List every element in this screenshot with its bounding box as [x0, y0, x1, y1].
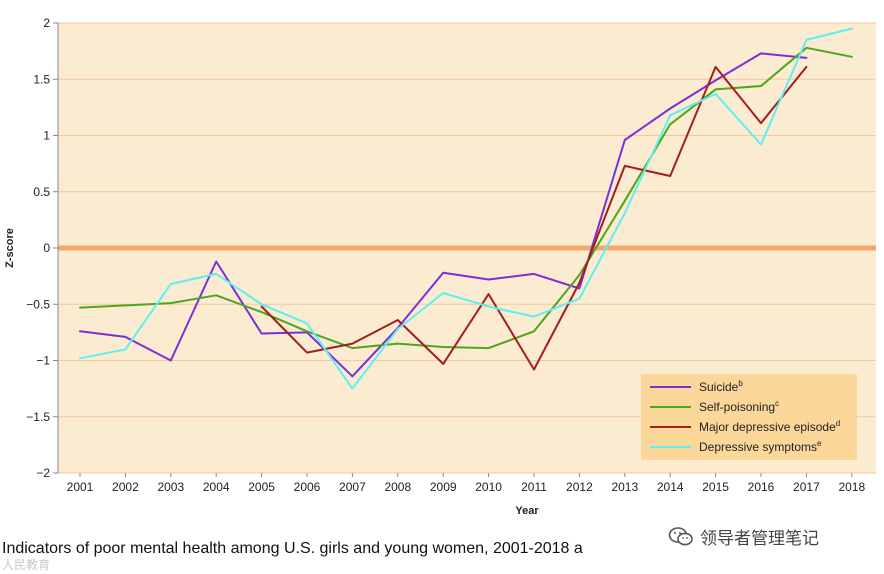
x-tick-label: 2007: [339, 480, 366, 494]
x-tick-label: 2002: [112, 480, 139, 494]
series-line-depressive-symptoms: [79, 27, 853, 390]
legend-label-suicide: Suicideb: [699, 379, 743, 394]
x-axis-title: Year: [515, 505, 539, 517]
watermark-right: 领导者管理笔记: [668, 524, 819, 549]
x-tick-label: 2015: [702, 480, 729, 494]
y-tick-label: −0.5: [26, 297, 50, 311]
x-tick-label: 2004: [203, 480, 230, 494]
y-tick-label: 0.5: [33, 185, 50, 199]
series-line-self-poisoning: [79, 46, 853, 350]
y-tick-label: 0: [43, 241, 50, 255]
watermark-left: 人民教育: [2, 558, 51, 572]
x-tick-label: 2014: [657, 480, 684, 494]
x-tick-label: 2009: [430, 480, 457, 494]
x-tick-label: 2006: [294, 480, 321, 494]
y-tick-label: 2: [43, 16, 50, 30]
legend: Suicideb Self-poisoningc Major depressive …: [641, 374, 857, 460]
y-tick-labels: 2 1.5 1 0.5 0 −0.5 −1 −1.5 −2: [26, 16, 50, 480]
legend-label-self-poisoning: Self-poisoningc: [699, 399, 779, 414]
x-tick-label: 2001: [67, 480, 94, 494]
series-lines: [79, 27, 853, 390]
x-tick-label: 2012: [566, 480, 593, 494]
legend-superscript: e: [817, 439, 822, 448]
legend-label-depressive-symptoms: Depressive symptomse: [699, 439, 822, 454]
x-tick-label: 2011: [521, 480, 547, 494]
legend-label-major-depressive-episode: Major depressive episoded: [699, 419, 840, 434]
series-line-suicide: [79, 52, 808, 378]
y-tick-label: 1.5: [33, 72, 50, 86]
x-tick-label: 2013: [611, 480, 638, 494]
series-line-major-depressive-episode: [260, 65, 808, 371]
legend-box: [641, 374, 857, 460]
legend-superscript: d: [836, 419, 840, 428]
wechat-logo-icon: [668, 526, 694, 548]
x-tick-label: 2018: [838, 480, 865, 494]
figure-caption: Indicators of poor mental health among U…: [2, 540, 583, 557]
x-tick-label: 2008: [384, 480, 411, 494]
gridlines: [53, 22, 876, 477]
x-tick-label: 2010: [475, 480, 502, 494]
y-tick-label: −1.5: [26, 410, 50, 424]
x-tick-label: 2017: [793, 480, 820, 494]
x-tick-label: 2003: [157, 480, 184, 494]
y-tick-label: −1: [36, 354, 50, 368]
y-tick-label: 1: [43, 129, 50, 143]
y-axis-title: Z-score: [4, 228, 16, 268]
legend-superscript: b: [738, 379, 743, 388]
x-tick-labels: 2001 2002 2003 2004 2005 2006 2007 2008 2009 2010…: [67, 480, 866, 494]
legend-superscript: c: [775, 399, 779, 408]
y-tick-label: −2: [36, 466, 50, 480]
watermark-right-text: 领导者管理笔记: [700, 529, 819, 549]
x-tick-label: 2005: [248, 480, 275, 494]
x-tick-label: 2016: [748, 480, 775, 494]
